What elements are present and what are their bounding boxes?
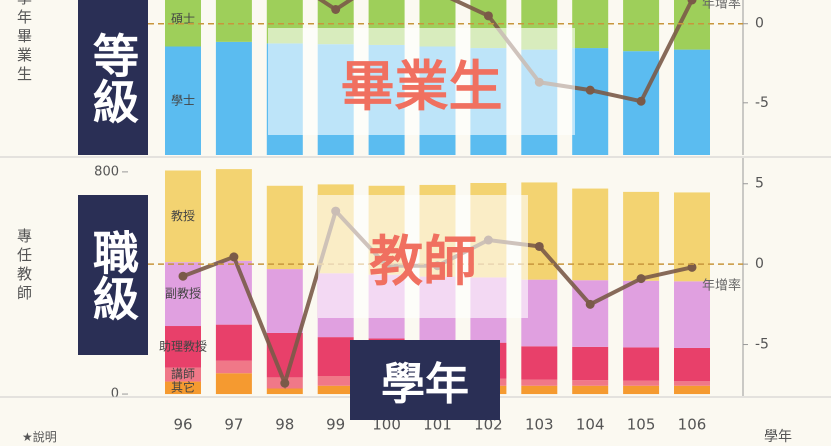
x-tick-label: 99 xyxy=(326,416,345,434)
y-axis-label: 專任教師 xyxy=(15,228,33,304)
bar xyxy=(215,41,252,155)
line-marker xyxy=(636,96,646,106)
bar xyxy=(521,385,558,395)
y2-tick-label: 0 xyxy=(755,256,764,272)
x-axis-label: 學年 xyxy=(764,429,792,445)
bar xyxy=(215,260,252,325)
bar xyxy=(521,379,558,386)
bar xyxy=(623,280,660,348)
bar xyxy=(521,346,558,380)
line-marker xyxy=(636,274,646,284)
bar xyxy=(674,281,710,348)
y2-tick-label: 5 xyxy=(755,176,764,192)
line-marker xyxy=(585,299,595,309)
line-marker xyxy=(280,378,290,388)
bar xyxy=(165,381,201,395)
y-tick-label: 0 xyxy=(111,387,119,402)
bar xyxy=(317,385,354,395)
line-marker xyxy=(229,252,239,262)
x-tick-label: 98 xyxy=(275,416,294,434)
line-marker xyxy=(178,271,188,281)
line-marker xyxy=(687,262,697,272)
bar xyxy=(623,380,660,386)
note: ★說明 xyxy=(22,430,57,444)
bar xyxy=(572,385,609,395)
bar xyxy=(623,385,660,395)
bar xyxy=(674,49,710,155)
bar xyxy=(623,0,660,52)
overlay-label: 職級 xyxy=(78,195,148,355)
series-label: 年增率 xyxy=(702,278,741,294)
series-label: 講師 xyxy=(171,366,195,381)
bar xyxy=(165,367,201,382)
bar xyxy=(317,376,354,386)
bar xyxy=(572,188,609,281)
series-label: 其它 xyxy=(171,379,195,394)
bar xyxy=(623,347,660,381)
line-marker xyxy=(687,0,697,5)
overlay-label: 畢業生 xyxy=(268,28,575,135)
bar xyxy=(215,360,252,374)
y2-tick-label: -5 xyxy=(755,95,769,111)
bar xyxy=(674,347,710,382)
bar xyxy=(572,48,609,155)
series-label: 碩士 xyxy=(171,12,195,26)
y2-tick-label: -5 xyxy=(755,337,769,353)
bar xyxy=(674,385,710,395)
bar xyxy=(317,337,354,377)
bar xyxy=(266,269,303,333)
series-label: 助理教授 xyxy=(159,338,207,353)
overlay-label: 學年 xyxy=(350,340,500,420)
x-tick-label: 96 xyxy=(173,416,192,434)
bar xyxy=(215,169,252,261)
bar xyxy=(215,0,252,42)
line xyxy=(317,0,694,104)
line-marker xyxy=(534,241,544,251)
line-marker xyxy=(585,85,595,95)
line-marker xyxy=(483,11,493,21)
x-tick-label: 105 xyxy=(627,416,656,434)
bar xyxy=(215,373,252,395)
x-tick-label: 106 xyxy=(678,416,707,434)
x-tick-label: 102 xyxy=(474,416,503,434)
y-tick-label: 800 xyxy=(94,164,119,179)
x-tick-label: 104 xyxy=(576,416,605,434)
bar xyxy=(165,326,201,368)
bar xyxy=(266,388,303,395)
bar xyxy=(623,191,660,281)
bar xyxy=(572,346,609,381)
bar xyxy=(165,170,201,263)
y-axis-label: 學年畢業生 xyxy=(15,0,33,85)
x-tick-label: 101 xyxy=(423,416,452,434)
bar xyxy=(266,185,303,270)
series-label: 教授 xyxy=(171,208,195,223)
bar xyxy=(165,46,201,155)
series-label: 年增率 xyxy=(702,0,741,12)
series-label: 學士 xyxy=(171,93,195,107)
line-marker xyxy=(331,4,341,14)
series-label: 副教授 xyxy=(165,286,201,301)
bar xyxy=(572,380,609,386)
bar xyxy=(215,324,252,361)
y2-tick-label: 0 xyxy=(755,16,764,32)
overlay-label: 等級 xyxy=(78,0,148,155)
bar xyxy=(674,381,710,386)
overlay-label: 教師 xyxy=(318,195,528,318)
x-tick-label: 103 xyxy=(525,416,554,434)
x-tick-label: 100 xyxy=(372,416,401,434)
x-tick-label: 97 xyxy=(224,416,243,434)
